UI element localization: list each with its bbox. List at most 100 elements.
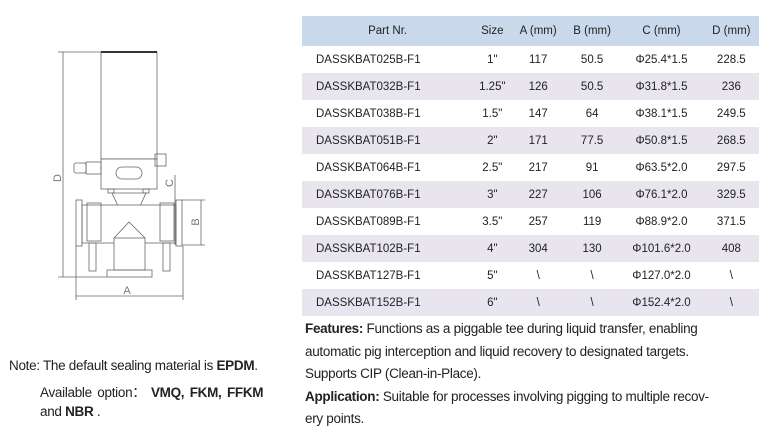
features-label: Features:: [305, 321, 364, 336]
table-row: DASSKBAT064B-F1 2.5" 217 91 Φ63.5*2.0 297.5: [302, 154, 759, 181]
table-cell: \: [729, 269, 733, 282]
table-cell: Φ31.8*1.5: [619, 73, 704, 100]
table-header-row: Part Nr. Size A (mm) B (mm) C (mm) D (mm): [302, 16, 759, 46]
control-housing: [73, 153, 167, 211]
table-cell: \: [536, 269, 540, 282]
table-cell: DASSKBAT025B-F1: [316, 53, 421, 66]
table-cell: 297.5: [716, 161, 746, 174]
table-cell: 304: [511, 235, 565, 262]
table-cell: 2": [473, 127, 512, 154]
table-cell: 1.25": [473, 73, 512, 100]
column-header: C (mm): [619, 16, 704, 46]
table-cell: 2.5": [482, 161, 503, 174]
valve-dimension-drawing: D A B C: [52, 51, 205, 300]
label-d: D: [52, 174, 64, 182]
tee-body: [75, 199, 183, 278]
table-cell: Φ152.4*2.0: [619, 289, 704, 316]
features-text: Functions as a piggable tee during liqui…: [363, 321, 698, 336]
table-cell: 117: [529, 53, 548, 66]
table-cell: 371.5: [716, 215, 746, 228]
table-cell: 106: [564, 181, 620, 208]
application-line-1: Application: Suitable for processes invo…: [305, 389, 709, 404]
dimension-a: [75, 246, 184, 300]
table-cell: 126: [511, 73, 565, 100]
table-row: DASSKBAT152B-F1 6" \ \ Φ152.4*2.0 \: [302, 289, 759, 316]
table-row: DASSKBAT089B-F1 3.5" 257 119 Φ88.9*2.0 371.5: [302, 208, 759, 235]
table-cell: 4": [473, 235, 512, 262]
actuator-cylinder: [100, 51, 158, 160]
table-cell: 268.5: [703, 127, 759, 154]
column-header: A (mm): [511, 16, 565, 46]
table-cell: 228.5: [716, 53, 746, 66]
table-cell: DASSKBAT038B-F1: [316, 107, 421, 120]
options-label: Available option：: [40, 385, 151, 400]
table-cell: 50.5: [564, 73, 620, 100]
table-cell: 6": [473, 289, 512, 316]
column-header: Size: [473, 16, 512, 46]
table-cell: \: [511, 289, 565, 316]
column-header: D (mm): [703, 16, 759, 46]
table-cell: Φ88.9*2.0: [635, 215, 688, 228]
table-cell: 77.5: [564, 127, 620, 154]
table-cell: 1.5": [482, 107, 503, 120]
table-cell: \: [564, 289, 620, 316]
table-cell: Φ127.0*2.0: [632, 269, 691, 282]
table-cell: DASSKBAT127B-F1: [316, 269, 421, 282]
table-cell: Φ101.6*2.0: [619, 235, 704, 262]
option-vmq: VMQ,: [150, 385, 185, 400]
table-cell: DASSKBAT152B-F1: [302, 289, 474, 316]
table-cell: 3.5": [482, 215, 503, 228]
table-cell: 1": [487, 53, 498, 66]
note-line-3: and NBR .: [40, 404, 101, 419]
label-c: C: [164, 179, 176, 187]
table-row: DASSKBAT032B-F1 1.25" 126 50.5 Φ31.8*1.5 236: [302, 73, 759, 100]
option-fkm: FKM,: [189, 385, 222, 400]
column-header: B (mm): [564, 16, 620, 46]
features-line-1: Features: Functions as a piggable tee du…: [305, 321, 698, 336]
table-row: DASSKBAT076B-F1 3" 227 106 Φ76.1*2.0 329.5: [302, 181, 759, 208]
table-cell: 217: [528, 161, 548, 174]
table-cell: DASSKBAT064B-F1: [316, 161, 421, 174]
label-a: A: [123, 285, 131, 297]
table-cell: DASSKBAT051B-F1: [302, 127, 474, 154]
table-row: DASSKBAT127B-F1 5" \ \ Φ127.0*2.0 \: [302, 262, 759, 289]
and-text: and: [40, 404, 66, 419]
table-cell: 119: [582, 215, 602, 228]
table-row: DASSKBAT038B-F1 1.5" 147 64 Φ38.1*1.5 249.5: [302, 100, 759, 127]
option-ffkm: FFKM: [226, 385, 264, 400]
note-text: Note: The default sealing material is: [9, 358, 217, 373]
table-cell: 227: [511, 181, 565, 208]
table-cell: 236: [703, 73, 759, 100]
table-row: DASSKBAT102B-F1 4" 304 130 Φ101.6*2.0 408: [302, 235, 759, 262]
application-line-2: ery points.: [305, 411, 364, 426]
table-cell: 329.5: [703, 181, 759, 208]
note-period: .: [254, 358, 258, 373]
option-nbr: NBR: [65, 404, 94, 419]
dimension-b: [182, 199, 205, 246]
table-cell: 249.5: [716, 107, 746, 120]
table-row: DASSKBAT051B-F1 2" 171 77.5 Φ50.8*1.5 268.5: [302, 127, 759, 154]
table-cell: DASSKBAT089B-F1: [316, 215, 421, 228]
table-cell: Φ50.8*1.5: [619, 127, 704, 154]
column-header: Part Nr.: [302, 16, 474, 46]
table-cell: DASSKBAT076B-F1: [302, 181, 474, 208]
table-cell: 147: [528, 107, 548, 120]
note-line-1: Note: The default sealing material is EP…: [9, 358, 258, 373]
table-cell: 50.5: [580, 53, 604, 66]
table-cell: Φ76.1*2.0: [619, 181, 704, 208]
table-cell: 171: [511, 127, 565, 154]
label-b: B: [190, 218, 202, 225]
default-material: EPDM: [216, 358, 255, 373]
features-line-2: automatic pig interception and liquid re…: [305, 344, 689, 359]
note-line-2: Available option： VMQ, FKM, FFKM: [40, 381, 264, 401]
table-cell: \: [590, 269, 594, 282]
table-cell: 130: [564, 235, 620, 262]
table-cell: DASSKBAT032B-F1: [302, 73, 474, 100]
table-row: DASSKBAT025B-F1 1" 117 50.5 Φ25.4*1.5 228.5: [302, 46, 759, 73]
table-cell: \: [703, 289, 759, 316]
table-cell: Φ63.5*2.0: [635, 161, 688, 174]
table-cell: 91: [585, 161, 599, 174]
table-cell: DASSKBAT102B-F1: [302, 235, 474, 262]
table-cell: Φ38.1*1.5: [635, 107, 688, 120]
dimension-d: [58, 51, 107, 278]
